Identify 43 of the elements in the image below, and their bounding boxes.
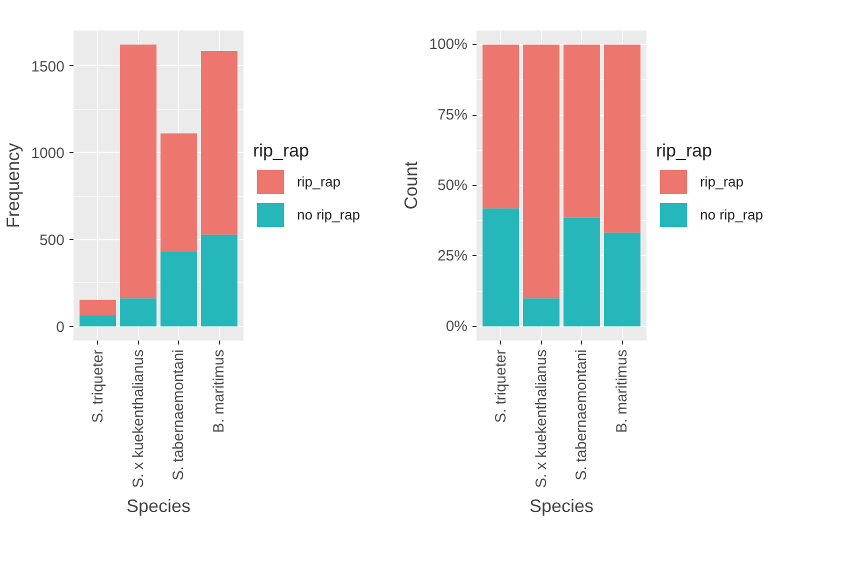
bar — [160, 252, 197, 326]
x-tick-label: S. triqueter — [89, 349, 106, 423]
bar — [160, 133, 197, 252]
x-axis-title: Species — [529, 496, 594, 516]
y-tick-label: 50% — [437, 177, 468, 194]
y-tick-label: 25% — [437, 247, 468, 264]
bar — [80, 300, 116, 316]
y-tick-label: 1500 — [31, 58, 65, 76]
x-tick-label: S. triqueter — [492, 349, 510, 423]
legend-title: rip_rap — [253, 140, 310, 162]
y-tick-label: 0 — [56, 318, 64, 336]
bar — [604, 232, 640, 326]
x-tick-label: B. maritimus — [614, 350, 631, 433]
y-tick-label: 500 — [39, 232, 65, 250]
bar — [201, 51, 238, 235]
legend-label: no rip_rap — [297, 206, 360, 222]
y-tick-label: 1000 — [31, 145, 65, 162]
bar — [564, 218, 600, 326]
bar — [120, 44, 156, 298]
bar — [120, 298, 156, 326]
x-tick-label: S. tabernaemontani — [573, 350, 590, 480]
legend-label: rip_rap — [700, 174, 744, 190]
bar — [523, 44, 560, 298]
y-axis-title: Count — [401, 161, 422, 210]
x-tick-label: S. tabernaemontani — [170, 350, 188, 480]
y-axis-title: Frequency — [3, 142, 24, 228]
legend-title: rip_rap — [656, 140, 714, 162]
x-axis-title: Species — [126, 496, 191, 516]
bar — [523, 298, 560, 326]
bar — [482, 44, 519, 208]
y-tick-label: 75% — [437, 106, 468, 124]
x-tick-label: S. x kuekenthalianus — [130, 350, 147, 488]
x-tick-label: B. maritimus — [210, 350, 228, 433]
bar — [80, 315, 116, 326]
x-tick-label: S. x kuekenthalianus — [532, 350, 550, 488]
legend-label: no rip_rap — [700, 206, 764, 222]
bar — [564, 44, 600, 218]
legend-label: rip_rap — [297, 174, 341, 190]
bar — [201, 234, 238, 326]
y-tick-label: 100% — [429, 36, 468, 54]
y-tick-label: 0% — [446, 318, 468, 335]
bar — [604, 44, 640, 233]
bar — [482, 208, 519, 326]
